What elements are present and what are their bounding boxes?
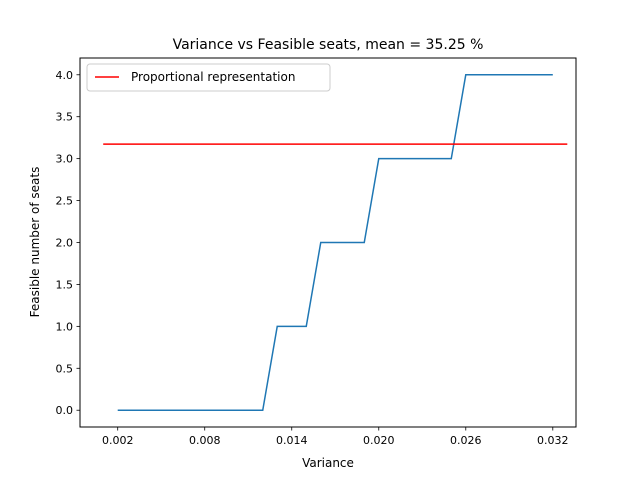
y-tick-label: 2.5 bbox=[56, 195, 74, 208]
series-line-feasible-seats bbox=[117, 74, 553, 411]
y-tick-label: 0.0 bbox=[56, 404, 74, 417]
y-tick-label: 0.5 bbox=[56, 362, 74, 375]
x-tick-label: 0.008 bbox=[189, 434, 221, 447]
y-tick-label: 4.0 bbox=[56, 69, 74, 82]
x-tick-label: 0.014 bbox=[276, 434, 308, 447]
x-tick-layer: 0.002 0.008 0.014 0.020 0.026 0.032 bbox=[102, 427, 569, 447]
y-tick-label: 1.5 bbox=[56, 278, 74, 291]
x-tick-label: 0.020 bbox=[363, 434, 395, 447]
x-tick-label: 0.032 bbox=[537, 434, 569, 447]
legend: Proportional representation bbox=[86, 63, 331, 92]
legend-box bbox=[86, 63, 331, 92]
y-tick-label: 1.0 bbox=[56, 320, 74, 333]
x-tick-label: 0.026 bbox=[450, 434, 482, 447]
y-tick-layer: 0.0 0.5 1.0 1.5 2.0 2.5 3.0 3.5 4.0 bbox=[56, 69, 80, 417]
x-axis-label: Variance bbox=[302, 456, 354, 470]
y-tick-label: 3.5 bbox=[56, 111, 74, 124]
series-layer bbox=[103, 74, 568, 411]
chart-title: Variance vs Feasible seats, mean = 35.25… bbox=[173, 37, 484, 53]
x-tick-label: 0.002 bbox=[102, 434, 134, 447]
y-tick-label: 2.0 bbox=[56, 237, 74, 250]
y-tick-label: 3.0 bbox=[56, 153, 74, 166]
legend-label-proportional: Proportional representation bbox=[131, 70, 295, 84]
y-axis-label: Feasible number of seats bbox=[28, 167, 42, 318]
